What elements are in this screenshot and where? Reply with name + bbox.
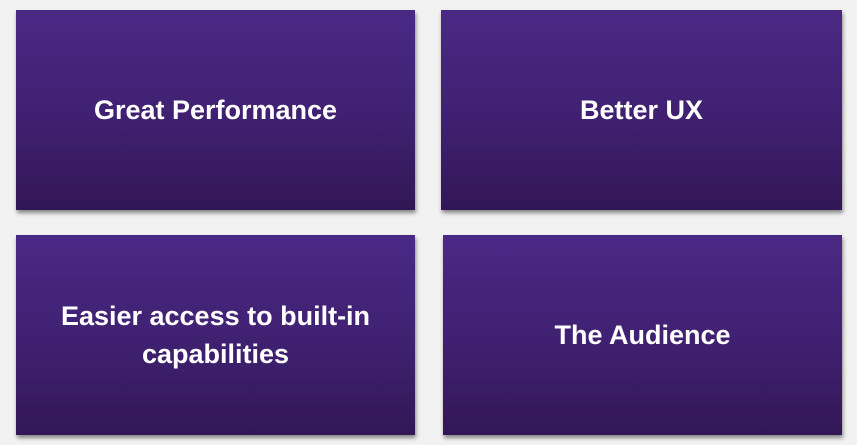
tile-the-audience: The Audience xyxy=(443,235,842,435)
tile-label: Easier access to built-in capabilities xyxy=(60,301,371,369)
tile-label: The Audience xyxy=(554,320,731,350)
tile-easier-access: Easier access to built-in capabilities xyxy=(16,235,415,435)
tile-great-performance: Great Performance xyxy=(16,10,415,210)
tile-better-ux: Better UX xyxy=(441,10,842,210)
tile-label: Better UX xyxy=(579,95,704,125)
tile-label: Great Performance xyxy=(93,95,338,125)
